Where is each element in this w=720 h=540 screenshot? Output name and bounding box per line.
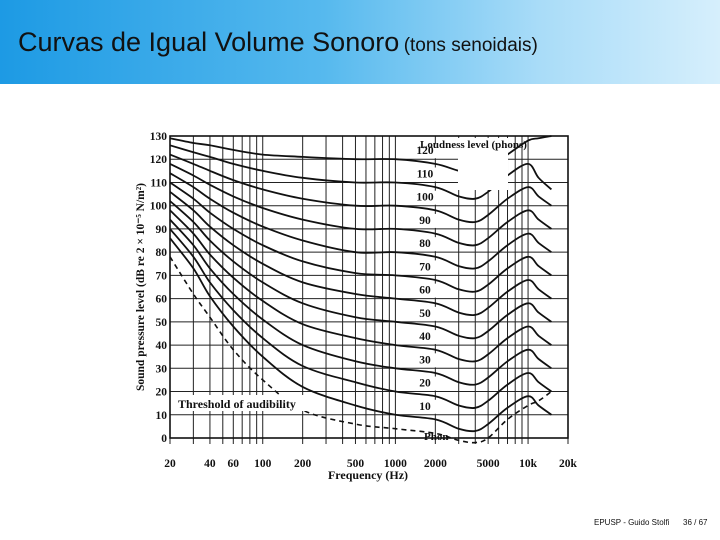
- loudness-curve-30: [169, 218, 552, 386]
- y-tick-label: 110: [150, 177, 167, 189]
- loudness-curve-50: [169, 200, 552, 340]
- curve-label-50: 50: [419, 308, 431, 320]
- x-tick-label: 20: [164, 458, 176, 470]
- curve-label-bg: [412, 144, 438, 159]
- x-tick-label: 500: [347, 458, 365, 470]
- curve-label-120: 120: [416, 145, 434, 157]
- footer-page-number: 36 / 67: [683, 518, 708, 527]
- y-tick-label: 50: [156, 317, 168, 329]
- loudness-curve-100: [169, 153, 552, 224]
- x-tick-label: 40: [204, 458, 216, 470]
- slide-title-subtitle: (tons senoidais): [403, 35, 538, 56]
- loudness-curve-10: [169, 237, 552, 433]
- x-tick-label: 200: [294, 458, 312, 470]
- loudness-curve-90: [169, 163, 552, 247]
- curve-label-bg: [412, 260, 438, 275]
- x-tick-label: 10k: [519, 458, 538, 470]
- loudness-curve-70: [169, 181, 552, 293]
- curve-label-bg: [412, 167, 438, 182]
- y-tick-label: 90: [156, 224, 168, 236]
- curve-label-100: 100: [416, 192, 434, 204]
- curve-label-bg: [412, 399, 438, 414]
- y-tick-label: 20: [156, 387, 168, 399]
- x-tick-label: 2000: [424, 458, 447, 470]
- loudness-curve-60: [169, 191, 552, 317]
- y-tick-label: 80: [156, 247, 168, 259]
- slide-title: Curvas de Igual Volume Sonoro (tons seno…: [18, 27, 538, 58]
- x-axis-label: Frequency (Hz): [328, 468, 408, 482]
- equal-loudness-chart: 0 10 20 30 40 50 60 70 80 90 100 110 120 130 20 40 60 100…: [135, 132, 578, 482]
- curve-label-bg: [412, 353, 438, 368]
- threshold-curve: [169, 256, 552, 444]
- title-bar: [0, 0, 720, 84]
- curve-label-bg: [412, 330, 438, 345]
- loudness-curve-40: [169, 209, 552, 363]
- loudness-curve-110: [169, 144, 553, 200]
- curve-label-60: 60: [419, 285, 431, 297]
- chart-grid: [169, 135, 569, 444]
- legend-box: [458, 138, 508, 190]
- y-tick-label: 70: [156, 270, 168, 282]
- loudness-curve-120: [169, 135, 552, 175]
- slide-title-main: Curvas de Igual Volume Sonoro: [18, 27, 400, 57]
- curve-label-20: 20: [419, 378, 431, 390]
- curve-label-bg: [412, 213, 438, 228]
- plot-frame: [169, 135, 569, 439]
- y-tick-label: 100: [150, 201, 168, 213]
- curve-label-10: 10: [419, 401, 431, 413]
- x-tick-label: 20k: [559, 458, 578, 470]
- y-tick-label: 0: [161, 433, 167, 445]
- curve-label-110: 110: [417, 168, 434, 180]
- phon-label: Phon: [424, 431, 448, 443]
- footer-credit: EPUSP - Guido Stolfi: [594, 518, 670, 527]
- chart-tick-labels: 0 10 20 30 40 50 60 70 80 90 100 110 120 130 20 40 60 100…: [150, 132, 578, 470]
- curve-label-bg: [412, 283, 438, 298]
- x-tick-label: 1000: [384, 458, 407, 470]
- threshold-label: Threshold of audibility: [178, 397, 296, 411]
- y-tick-label: 130: [150, 132, 168, 143]
- y-axis-label: Sound pressure level (dB re 2 × 10⁻⁵ N/m…: [135, 183, 147, 391]
- legend-title: Loudness level (phons): [420, 139, 527, 151]
- curve-label-80: 80: [419, 238, 431, 250]
- x-tick-label: 100: [254, 458, 272, 470]
- chart-curves: [169, 135, 553, 444]
- loudness-curve-20: [169, 228, 552, 409]
- y-tick-label: 30: [156, 363, 168, 375]
- curve-label-bg: [412, 237, 438, 252]
- curve-label-40: 40: [419, 331, 431, 343]
- curve-label-90: 90: [419, 215, 431, 227]
- threshold-label-bg: [176, 395, 308, 411]
- curve-label-bg: [412, 306, 438, 321]
- y-tick-label: 60: [156, 294, 168, 306]
- curve-label-bg: [412, 376, 438, 391]
- chart-curve-labels: 120 110 100 90 80 70 60 50 40 30 20 10: [412, 144, 438, 414]
- x-tick-label: 5000: [477, 458, 500, 470]
- x-tick-label: 60: [228, 458, 240, 470]
- y-tick-label: 10: [156, 410, 168, 422]
- curve-label-bg: [412, 190, 438, 205]
- loudness-curve-80: [169, 172, 552, 270]
- curve-label-70: 70: [419, 261, 431, 273]
- y-tick-label: 120: [150, 154, 168, 166]
- y-tick-label: 40: [156, 340, 168, 352]
- curve-label-30: 30: [419, 354, 431, 366]
